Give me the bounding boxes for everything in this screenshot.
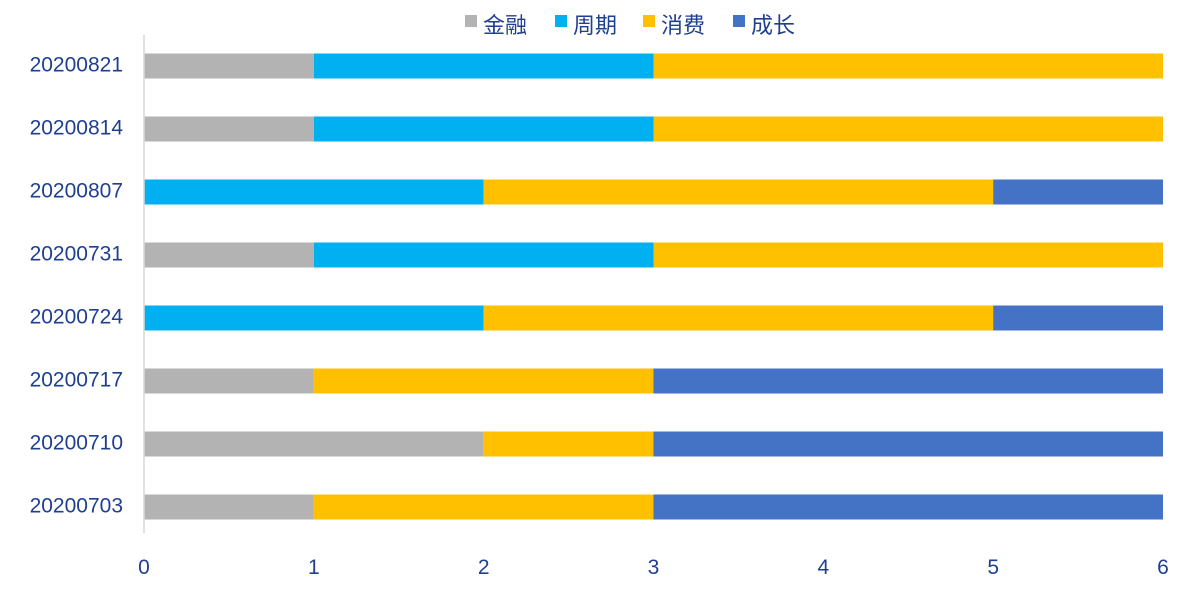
legend-item: 金融 bbox=[465, 14, 527, 39]
bar-segment bbox=[653, 368, 1163, 394]
legend-swatch bbox=[643, 15, 655, 27]
bar-segment bbox=[144, 53, 314, 79]
y-tick-label: 20200807 bbox=[30, 180, 123, 203]
bar-segment bbox=[653, 242, 1163, 268]
bar-segment bbox=[144, 431, 484, 457]
x-tick-label: 1 bbox=[308, 556, 320, 579]
x-tick-label: 5 bbox=[987, 556, 999, 579]
x-axis-labels: 0 1 2 3 4 5 6 bbox=[138, 556, 1169, 579]
bar-segment bbox=[144, 242, 314, 268]
x-tick-label: 3 bbox=[648, 556, 660, 579]
bar-segment bbox=[313, 368, 654, 394]
bar-segment bbox=[653, 431, 1163, 457]
legend-label: 金融 bbox=[483, 14, 527, 39]
legend-label: 消费 bbox=[661, 14, 705, 39]
y-tick-label: 20200724 bbox=[30, 306, 124, 329]
y-tick-label: 20200814 bbox=[30, 117, 124, 140]
bar-segment bbox=[313, 494, 654, 520]
bar-segment bbox=[144, 116, 314, 142]
legend-item: 消费 bbox=[643, 14, 705, 39]
bar-segment bbox=[993, 179, 1163, 205]
bar-segment bbox=[993, 305, 1163, 331]
legend-item: 成长 bbox=[733, 14, 795, 39]
x-tick-label: 4 bbox=[817, 556, 829, 579]
bar-segment bbox=[144, 368, 314, 394]
legend-swatch bbox=[465, 15, 477, 27]
bar-segment bbox=[144, 179, 484, 205]
y-tick-label: 20200731 bbox=[30, 243, 123, 266]
bar-segment bbox=[483, 431, 654, 457]
bar-segment bbox=[144, 305, 484, 331]
legend-label: 成长 bbox=[751, 14, 795, 39]
bar-segment bbox=[483, 179, 994, 205]
legend: 金融 周期 消费 成长 bbox=[465, 14, 795, 39]
bar-segment bbox=[313, 116, 654, 142]
legend-label: 周期 bbox=[573, 14, 617, 39]
legend-item: 周期 bbox=[555, 14, 617, 39]
bar-segment bbox=[483, 305, 994, 331]
legend-swatch bbox=[555, 15, 567, 27]
y-axis-labels: 20200821 20200814 20200807 20200731 20200724… bbox=[30, 54, 124, 518]
y-tick-label: 20200821 bbox=[30, 54, 123, 77]
bar-segment bbox=[313, 242, 654, 268]
bar-segment bbox=[653, 494, 1163, 520]
y-tick-label: 20200703 bbox=[30, 495, 123, 518]
x-tick-label: 2 bbox=[478, 556, 490, 579]
bar-segment bbox=[653, 53, 1163, 79]
bars bbox=[144, 53, 1163, 520]
y-tick-label: 20200717 bbox=[30, 369, 123, 392]
legend-swatch bbox=[733, 15, 745, 27]
bar-segment bbox=[313, 53, 654, 79]
bar-segment bbox=[144, 494, 314, 520]
x-tick-label: 0 bbox=[138, 556, 150, 579]
y-tick-label: 20200710 bbox=[30, 432, 123, 455]
bar-segment bbox=[653, 116, 1163, 142]
x-tick-label: 6 bbox=[1157, 556, 1169, 579]
